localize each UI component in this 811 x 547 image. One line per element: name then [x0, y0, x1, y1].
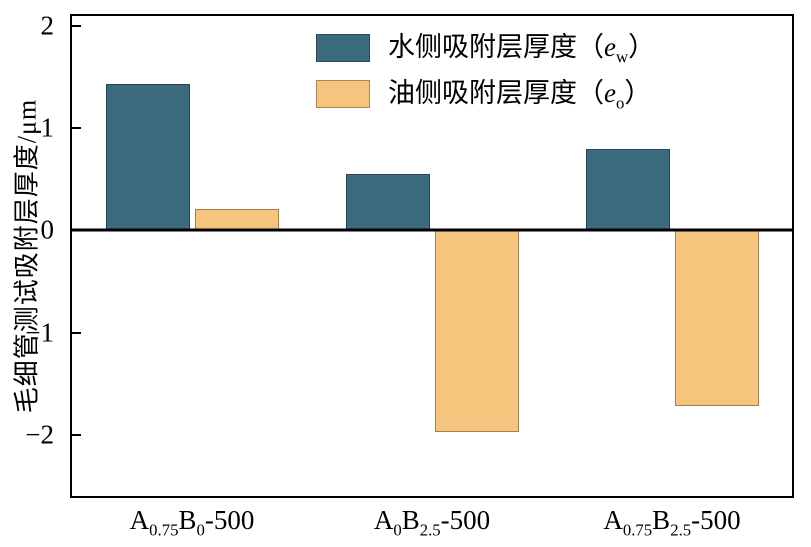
- y-tick-mark: [72, 25, 81, 28]
- y-tick-label: 0: [40, 214, 55, 245]
- legend-label: 油侧吸附层厚度（eo）: [388, 78, 652, 113]
- legend-swatch: [316, 33, 370, 62]
- legend-swatch: [316, 79, 370, 108]
- bar-series0-cat2: [585, 148, 670, 231]
- bar-series1-cat0: [194, 209, 279, 231]
- y-tick-labels: 2 1 0 −1 −2: [0, 10, 62, 498]
- legend-item: 水侧吸附层厚度（ew）: [316, 32, 656, 67]
- y-tick-label: 2: [40, 10, 55, 41]
- y-tick-mark: [72, 331, 81, 334]
- zero-baseline: [72, 228, 792, 232]
- y-tick-mark: [72, 127, 81, 130]
- legend-label: 水侧吸附层厚度（ew）: [388, 32, 656, 67]
- x-tick-label: A0B2.5-500: [373, 505, 491, 540]
- bar-series0-cat1: [345, 174, 430, 231]
- x-tick-labels: A0.75B0-500 A0B2.5-500 A0.75B2.5-500: [70, 504, 794, 544]
- y-tick-label: 1: [40, 112, 55, 143]
- bar-series1-cat1: [434, 230, 519, 432]
- y-tick-label: −2: [25, 419, 54, 450]
- bar-series1-cat2: [674, 230, 759, 407]
- plot-area: 水侧吸附层厚度（ew） 油侧吸附层厚度（eo）: [70, 14, 794, 498]
- bar-series0-cat0: [105, 84, 190, 231]
- y-tick-mark: [72, 433, 81, 436]
- y-tick-label: −1: [25, 317, 54, 348]
- legend: 水侧吸附层厚度（ew） 油侧吸附层厚度（eo）: [316, 32, 655, 124]
- x-tick-label: A0.75B0-500: [129, 505, 255, 540]
- legend-item: 油侧吸附层厚度（eo）: [316, 78, 655, 113]
- x-tick-label: A0.75B2.5-500: [603, 505, 741, 540]
